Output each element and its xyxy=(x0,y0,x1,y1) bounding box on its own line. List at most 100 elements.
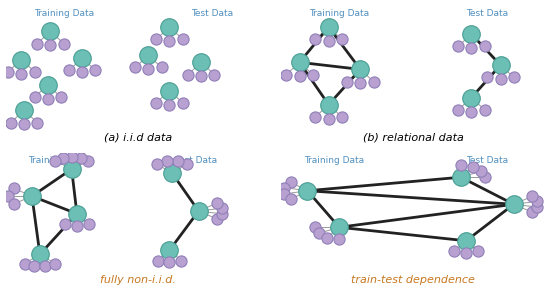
Point xyxy=(165,102,174,107)
Point xyxy=(46,43,55,48)
Point xyxy=(46,29,55,34)
Point xyxy=(162,159,171,164)
Point xyxy=(179,37,187,42)
Point xyxy=(324,25,333,29)
Point xyxy=(323,235,332,240)
Point xyxy=(157,65,166,70)
Point xyxy=(474,249,483,254)
Point xyxy=(450,249,458,254)
Point xyxy=(35,252,44,257)
Point xyxy=(467,46,476,51)
Point xyxy=(41,264,50,268)
Point xyxy=(183,161,192,166)
Point xyxy=(58,156,67,160)
Point xyxy=(61,222,69,227)
Text: Test Data: Test Data xyxy=(191,9,233,18)
Point xyxy=(480,108,489,112)
Point xyxy=(78,56,87,61)
Point xyxy=(131,65,139,70)
Point xyxy=(78,70,87,75)
Point xyxy=(67,167,76,171)
Point xyxy=(4,194,13,198)
Point xyxy=(324,39,333,44)
Text: Test Data: Test Data xyxy=(175,156,217,165)
Text: (b) relational data: (b) relational data xyxy=(363,133,464,143)
Point xyxy=(280,185,289,190)
Point xyxy=(324,102,333,107)
Point xyxy=(369,79,378,84)
Point xyxy=(335,225,344,230)
Point xyxy=(144,67,153,72)
Point xyxy=(28,194,36,198)
Point xyxy=(33,120,42,125)
Point xyxy=(286,197,295,202)
Text: train-test dependence: train-test dependence xyxy=(352,275,475,285)
Point xyxy=(165,260,174,265)
Text: (a) i.i.d data: (a) i.i.d data xyxy=(104,133,172,143)
Point xyxy=(527,194,536,199)
Point xyxy=(337,115,346,119)
Point xyxy=(303,188,312,193)
Point xyxy=(84,222,93,227)
Point xyxy=(210,72,219,77)
Text: Training Data: Training Data xyxy=(34,9,94,18)
Point xyxy=(197,74,206,79)
Text: Test Data: Test Data xyxy=(466,9,509,18)
Point xyxy=(532,205,541,209)
Point xyxy=(67,155,76,159)
Text: Training Data: Training Data xyxy=(28,156,89,165)
Point xyxy=(295,60,304,65)
Point xyxy=(73,211,82,216)
Point xyxy=(462,250,471,255)
Point xyxy=(17,71,26,76)
Point xyxy=(30,69,39,74)
Point xyxy=(468,164,477,169)
Point xyxy=(165,88,174,93)
Point xyxy=(456,175,465,180)
Point xyxy=(30,264,39,268)
Point xyxy=(7,120,15,125)
Point xyxy=(179,101,187,105)
Point xyxy=(454,108,463,112)
Point xyxy=(456,163,465,167)
Point xyxy=(311,115,320,119)
Point xyxy=(197,60,206,65)
Point xyxy=(356,81,365,86)
Point xyxy=(309,72,317,77)
Point xyxy=(496,77,505,82)
Point xyxy=(30,95,39,99)
Point xyxy=(212,201,221,206)
Point xyxy=(173,159,182,164)
Point xyxy=(77,156,85,160)
Point xyxy=(9,202,18,206)
Point xyxy=(217,206,226,211)
Point xyxy=(324,116,333,121)
Point xyxy=(311,37,320,42)
Text: Training Data: Training Data xyxy=(304,156,364,165)
Point xyxy=(168,171,176,176)
Text: Test Data: Test Data xyxy=(466,156,509,165)
Point xyxy=(509,75,518,80)
Point xyxy=(44,83,52,87)
Point xyxy=(509,202,518,207)
Point xyxy=(454,44,463,49)
Point xyxy=(64,68,73,73)
Point xyxy=(4,69,13,74)
Point xyxy=(44,97,52,101)
Point xyxy=(144,53,153,58)
Point xyxy=(527,210,536,214)
Point xyxy=(496,63,505,68)
Point xyxy=(91,68,100,73)
Text: fully non-i.i.d.: fully non-i.i.d. xyxy=(100,275,176,285)
Point xyxy=(165,248,174,253)
Point xyxy=(337,37,346,42)
Point xyxy=(212,216,221,221)
Point xyxy=(165,39,174,44)
Point xyxy=(165,25,174,29)
Point xyxy=(9,186,18,191)
Point xyxy=(73,223,82,228)
Point xyxy=(467,32,476,36)
Point xyxy=(60,41,68,46)
Point xyxy=(20,122,29,127)
Point xyxy=(314,231,323,236)
